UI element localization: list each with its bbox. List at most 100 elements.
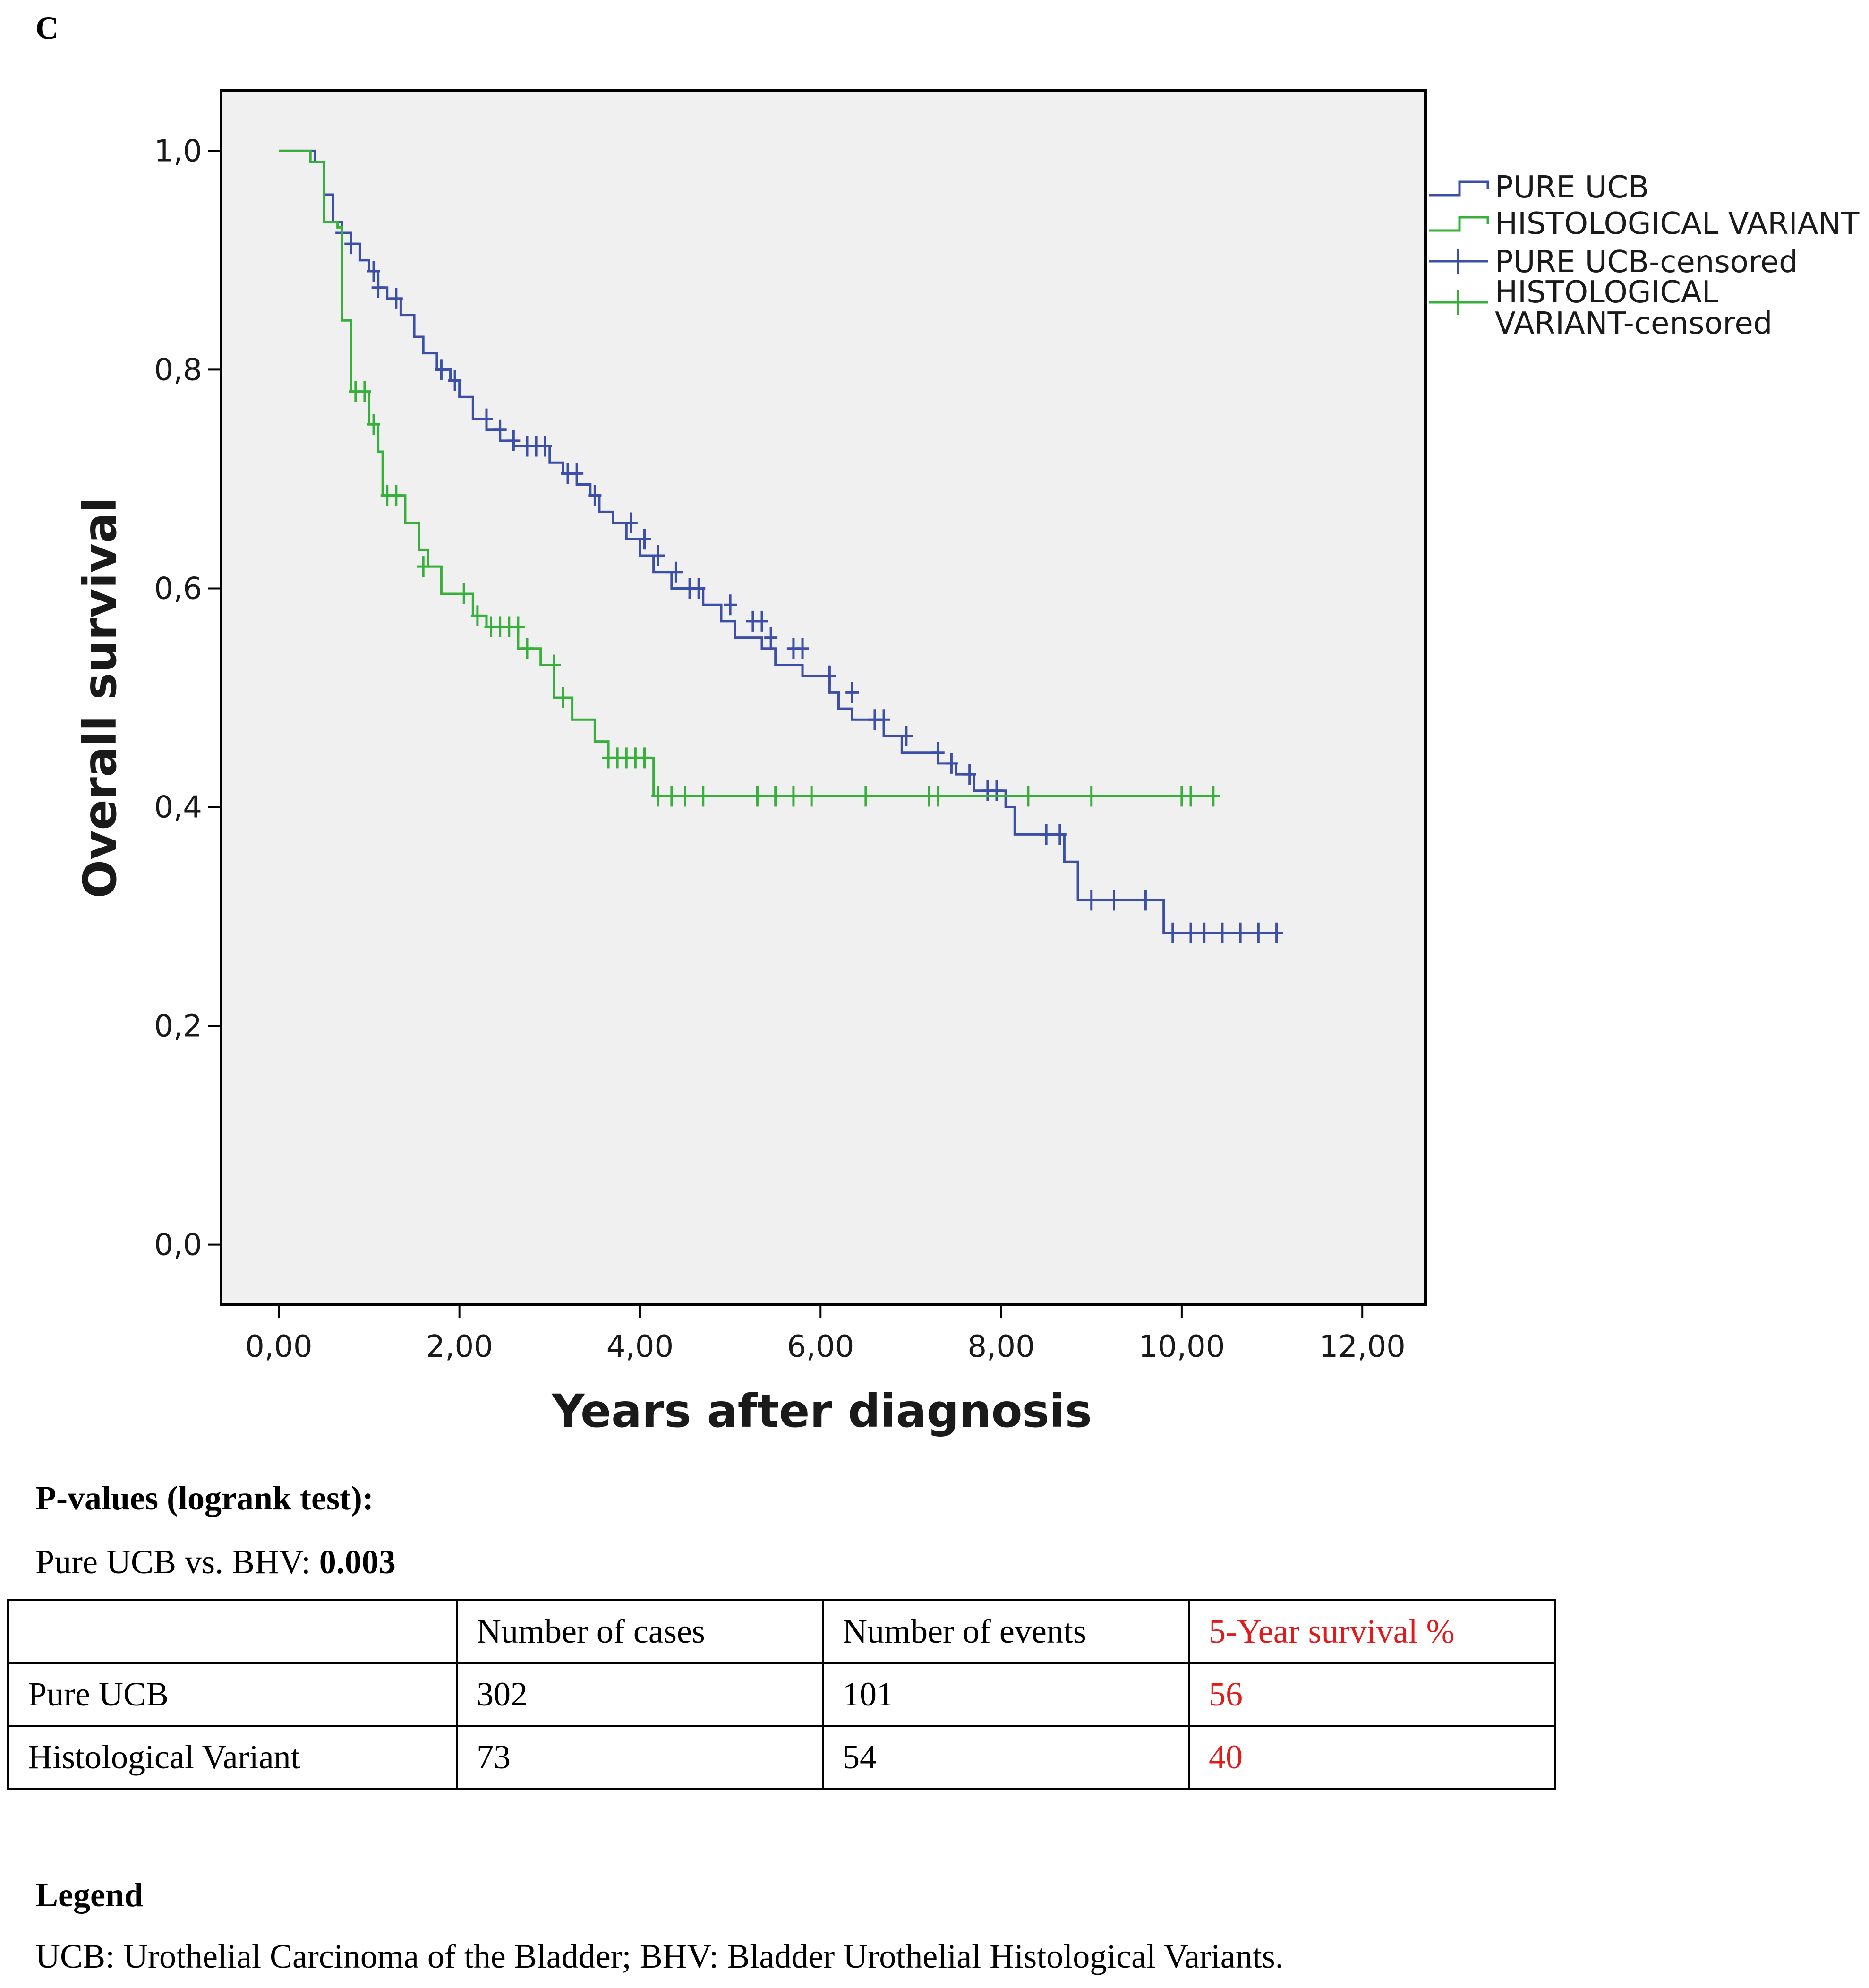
censor-mark: [448, 370, 462, 391]
table-header-cell: [7, 1599, 458, 1664]
censor-mark: [845, 682, 859, 703]
legend-label-line: VARIANT-censored: [1495, 306, 1772, 341]
censor-mark: [796, 638, 810, 659]
censor-mark: [1197, 922, 1211, 943]
censor-mark: [1270, 922, 1283, 943]
censor-mark: [1184, 786, 1197, 807]
table-cell: 101: [822, 1662, 1190, 1727]
censor-mark: [692, 578, 706, 599]
censor-mark: [457, 583, 471, 605]
censor-mark: [764, 627, 778, 648]
legend-swatch-line: [1429, 180, 1489, 197]
legend-swatch-censor: [1429, 290, 1488, 315]
censor-mark: [877, 709, 891, 730]
censor-mark: [479, 408, 493, 429]
censor-mark: [669, 561, 683, 583]
censor-mark: [786, 786, 800, 807]
censor-mark: [1139, 890, 1152, 911]
censor-mark: [588, 485, 602, 506]
x-tick-label: 10,00: [1138, 1329, 1225, 1364]
y-tick-label: 0,2: [154, 1009, 202, 1044]
y-tick-label: 0,0: [154, 1228, 202, 1263]
censor-mark: [367, 414, 381, 435]
table-cell: 302: [456, 1662, 824, 1727]
table-header-cell: Number of events: [822, 1599, 1190, 1664]
censor-mark: [1215, 922, 1229, 943]
legend-label: HISTOLOGICAL VARIANT-censored: [1495, 275, 1772, 341]
censor-mark: [859, 786, 872, 807]
x-tick-label: 12,00: [1319, 1329, 1406, 1364]
censor-mark: [1206, 786, 1220, 807]
y-tick-label: 0,4: [154, 790, 202, 825]
censor-mark: [389, 485, 403, 506]
censor-mark: [1252, 922, 1265, 943]
censor-mark: [389, 288, 403, 309]
censor-mark: [547, 654, 561, 676]
table-row: Pure UCB 302 101 56: [7, 1662, 1556, 1727]
censor-mark: [624, 512, 638, 533]
legend-swatch-censor: [1429, 249, 1488, 274]
censor-mark: [511, 616, 525, 637]
legend-swatch-line: [1429, 216, 1489, 232]
censor-mark: [1107, 890, 1121, 911]
table-cell: 40: [1188, 1725, 1556, 1790]
x-tick-label: 2,00: [426, 1329, 493, 1364]
series-pure-ucb: [279, 149, 1283, 943]
censor-mark: [678, 786, 692, 807]
legend-label: PURE UCB: [1495, 170, 1649, 205]
axes: 0,00 2,00 4,00 6,00 8,00 10,00 12,00 0,0 0,2 0,4 0…: [154, 134, 1406, 1364]
censor-mark: [651, 545, 665, 566]
pvalues-comparison-value: 0.003: [319, 1543, 396, 1581]
censor-mark: [470, 605, 484, 626]
censor-mark: [344, 233, 358, 255]
table-header-row: Number of cases Number of events 5-Year …: [7, 1599, 1556, 1664]
legend-title: Legend: [35, 1876, 144, 1914]
table-cell: Pure UCB: [7, 1662, 458, 1727]
table-header-cell: Number of cases: [456, 1599, 824, 1664]
panel-letter: C: [35, 10, 59, 46]
survival-curves: [279, 149, 1283, 943]
censor-mark: [556, 687, 570, 708]
legend-label: PURE UCB-censored: [1495, 245, 1798, 280]
table-cell: 56: [1188, 1662, 1556, 1727]
censor-mark: [805, 786, 819, 807]
plot-area: [220, 89, 1427, 1306]
x-axis-label: Years after diagnosis: [551, 1385, 1092, 1438]
censor-mark: [638, 529, 651, 550]
censor-mark: [963, 764, 976, 785]
y-tick-label: 0,6: [154, 571, 202, 606]
survival-table: Number of cases Number of events 5-Year …: [7, 1599, 1556, 1790]
censor-mark: [899, 726, 913, 747]
series-histological-variant: [279, 149, 1220, 807]
table-cell: 54: [822, 1725, 1190, 1790]
censor-mark: [367, 261, 381, 282]
censor-mark: [755, 610, 769, 632]
censor-mark: [521, 638, 534, 659]
y-tick-label: 0,8: [154, 352, 202, 387]
censor-mark: [1021, 786, 1035, 807]
x-tick-label: 0,00: [245, 1329, 313, 1364]
table-cell: 73: [456, 1725, 824, 1790]
censor-mark: [1040, 824, 1053, 845]
censor-mark: [358, 381, 371, 402]
legend-label-line: HISTOLOGICAL: [1495, 275, 1719, 310]
y-axis-label: Overall survival: [74, 497, 127, 898]
censor-mark: [1053, 824, 1067, 845]
censor-mark: [570, 463, 584, 484]
censor-mark: [945, 753, 958, 774]
x-tick-label: 4,00: [606, 1329, 674, 1364]
censor-mark: [724, 594, 737, 616]
censor-mark: [1184, 922, 1197, 943]
censor-mark: [696, 786, 710, 807]
censor-mark: [768, 786, 782, 807]
censor-mark: [371, 277, 385, 298]
censor-mark: [538, 436, 552, 457]
survival-chart: 0,00 2,00 4,00 6,00 8,00 10,00 12,00 0,0 0,2 0,4 0…: [74, 89, 1860, 1438]
censor-mark: [1234, 922, 1247, 943]
legend-text: UCB: Urothelial Carcinoma of the Bladder…: [35, 1937, 1284, 1975]
censor-mark: [1166, 922, 1179, 943]
table-header-cell: 5-Year survival %: [1188, 1599, 1556, 1664]
censor-mark: [435, 359, 448, 380]
censor-mark: [665, 786, 678, 807]
